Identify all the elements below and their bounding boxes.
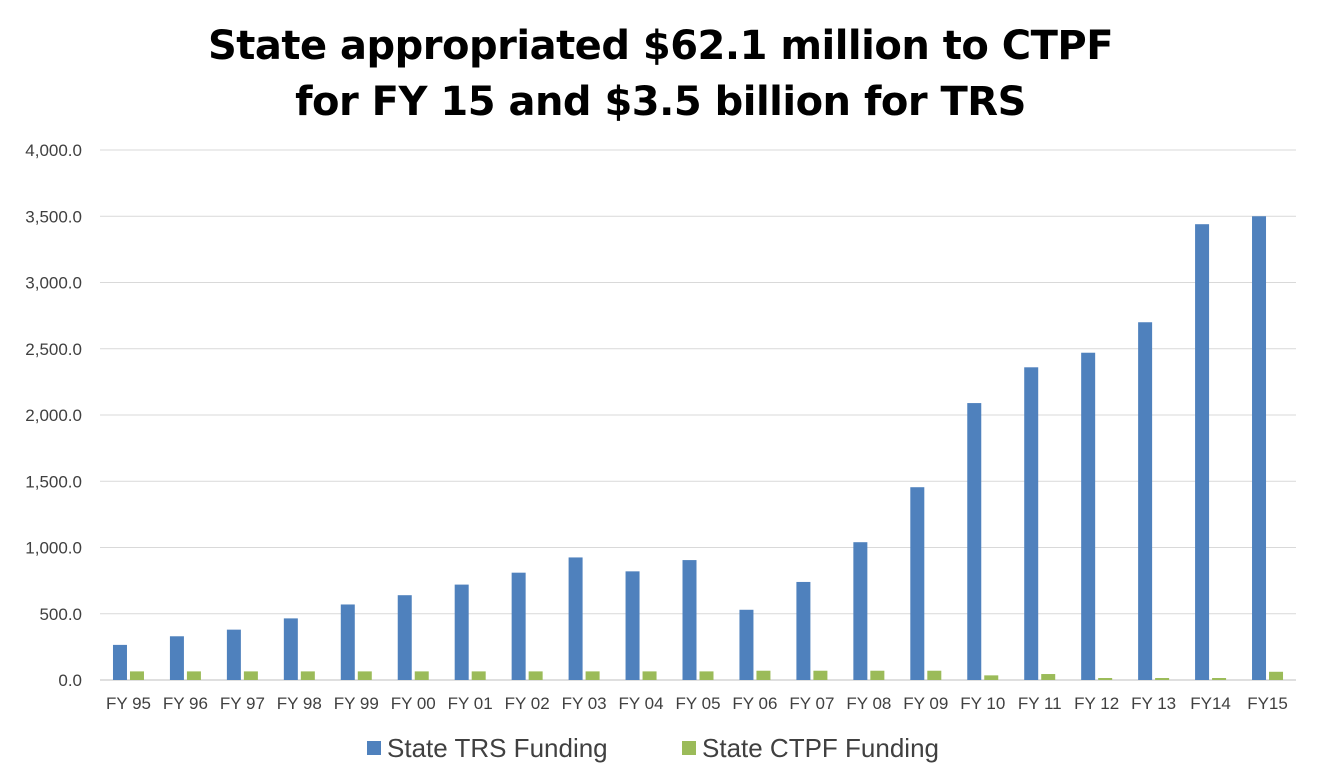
x-tick-label: FY15: [1247, 694, 1288, 713]
chart-title-line-1: State appropriated $62.1 million to CTPF: [207, 23, 1114, 69]
chart-title-line-2: for FY 15 and $3.5 billion for TRS: [295, 79, 1026, 125]
bar-trs: [169, 636, 184, 680]
x-tick-label: FY 06: [732, 694, 777, 713]
x-tick-label: FY 07: [789, 694, 834, 713]
x-tick-label: FY 11: [1018, 694, 1062, 713]
bar-ctpf: [528, 671, 543, 680]
x-tick-label: FY 09: [903, 694, 948, 713]
bar-ctpf: [1098, 678, 1113, 680]
bar-ctpf: [642, 671, 657, 680]
x-tick-label: FY 03: [562, 694, 607, 713]
bar-ctpf: [414, 671, 429, 680]
bars: [112, 216, 1284, 680]
x-tick-label: FY 00: [391, 694, 436, 713]
bar-trs: [1195, 224, 1210, 680]
x-tick-label: FY 02: [505, 694, 550, 713]
x-tick-label: FY 99: [334, 694, 379, 713]
bar-trs: [397, 595, 412, 680]
bar-ctpf: [1212, 678, 1227, 680]
legend-label: State TRS Funding: [387, 733, 608, 763]
bar-ctpf: [243, 671, 258, 680]
bar-trs: [340, 604, 355, 680]
y-tick-label: 0.0: [58, 671, 82, 690]
bar-ctpf: [699, 671, 714, 680]
x-tick-label: FY 96: [163, 694, 208, 713]
bar-trs: [1024, 367, 1039, 680]
x-tick-label: FY 01: [448, 694, 493, 713]
y-tick-label: 3,000.0: [25, 274, 82, 293]
y-tick-label: 500.0: [39, 605, 82, 624]
bar-trs: [1081, 352, 1096, 680]
y-tick-label: 4,000.0: [25, 141, 82, 160]
x-tick-label: FY14: [1190, 694, 1231, 713]
y-tick-label: 2,500.0: [25, 340, 82, 359]
bar-trs: [796, 581, 811, 680]
bar-ctpf: [813, 670, 828, 680]
bar-ctpf: [1269, 671, 1284, 680]
legend-swatch: [682, 741, 696, 755]
x-tick-label: FY 10: [960, 694, 1005, 713]
bar-trs: [739, 609, 754, 680]
bar-ctpf: [300, 671, 315, 680]
bar-ctpf: [1155, 678, 1170, 680]
x-tick-label: FY 12: [1074, 694, 1119, 713]
bar-trs: [112, 644, 127, 680]
bar-trs: [568, 557, 583, 680]
bar-trs: [511, 572, 526, 680]
legend: State TRS Funding State CTPF Funding: [367, 733, 939, 763]
bar-trs: [853, 542, 868, 680]
bar-trs: [682, 560, 697, 680]
bar-ctpf: [186, 671, 201, 680]
bar-ctpf: [471, 671, 486, 680]
x-tick-label: FY 08: [846, 694, 891, 713]
x-tick-label: FY 05: [675, 694, 720, 713]
y-tick-label: 1,000.0: [25, 539, 82, 558]
bar-trs: [1138, 322, 1153, 680]
legend-swatch: [367, 741, 381, 755]
bar-ctpf: [870, 670, 885, 680]
bar-trs: [226, 629, 241, 680]
x-tick-label: FY 97: [220, 694, 265, 713]
chart-title: State appropriated $62.1 million to CTPF…: [0, 18, 1321, 130]
y-tick-label: 3,500.0: [25, 207, 82, 226]
bar-ctpf: [129, 671, 144, 680]
y-tick-label: 2,000.0: [25, 406, 82, 425]
bar-trs: [283, 618, 298, 680]
y-axis: 0.0 500.0 1,000.0 1,500.0 2,000.0 2,500.0 3,00…: [25, 141, 82, 690]
bar-trs: [1252, 216, 1267, 680]
x-axis: FY 95 FY 96 FY 97 FY 98 FY 99 FY 00 FY 01 FY 02…: [106, 694, 1288, 713]
bar-trs: [967, 403, 982, 680]
bar-trs: [454, 584, 469, 680]
x-tick-label: FY 98: [277, 694, 322, 713]
bar-ctpf: [756, 670, 771, 680]
bar-trs: [625, 571, 640, 680]
x-tick-label: FY 13: [1131, 694, 1176, 713]
bar-ctpf: [927, 670, 942, 680]
bar-trs: [910, 487, 925, 680]
y-tick-label: 1,500.0: [25, 472, 82, 491]
bar-ctpf: [1041, 674, 1056, 680]
bar-ctpf: [357, 671, 372, 680]
gridlines: [100, 149, 1296, 681]
legend-label: State CTPF Funding: [702, 733, 939, 763]
legend-item-trs: State TRS Funding: [367, 733, 608, 763]
bar-ctpf: [585, 671, 600, 680]
legend-item-ctpf: State CTPF Funding: [682, 733, 939, 763]
x-tick-label: FY 04: [619, 694, 664, 713]
bar-ctpf: [984, 675, 999, 680]
x-tick-label: FY 95: [106, 694, 151, 713]
